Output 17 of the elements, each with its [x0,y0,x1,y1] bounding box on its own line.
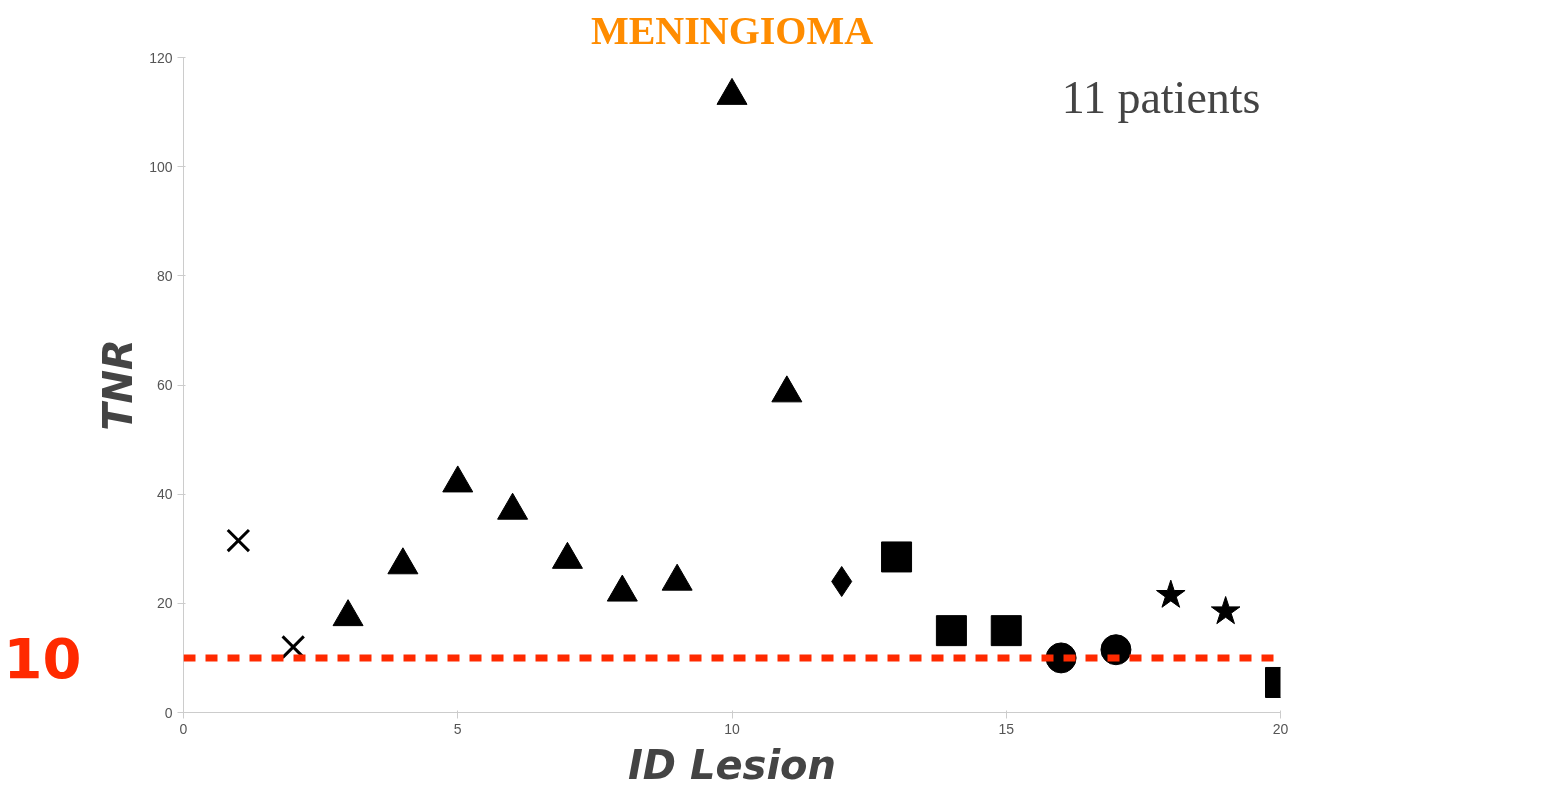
y-tick-label: 80 [156,267,173,284]
y-tick-label: 20 [156,595,173,612]
x-tick-label: 10 [724,720,740,737]
x-tick-label: 15 [998,720,1015,737]
y-tick-label: 100 [149,158,173,175]
x-tick-label: 5 [453,720,462,737]
x-tick-label: 20 [1272,720,1289,737]
chart-title: MENINGIOMA [590,7,874,53]
y-axis-title: TNR [95,339,142,431]
x-axis-title: ID Lesion [627,741,837,788]
annotation: 11 patients [1061,72,1261,123]
y-tick-label: 40 [156,486,173,503]
y-tick-label: 0 [164,704,173,721]
y-tick-label: 60 [156,377,173,393]
x-tick-label: 0 [179,720,188,737]
y-tick-label: 120 [149,49,173,66]
ref-line-label: 10 [3,625,82,691]
